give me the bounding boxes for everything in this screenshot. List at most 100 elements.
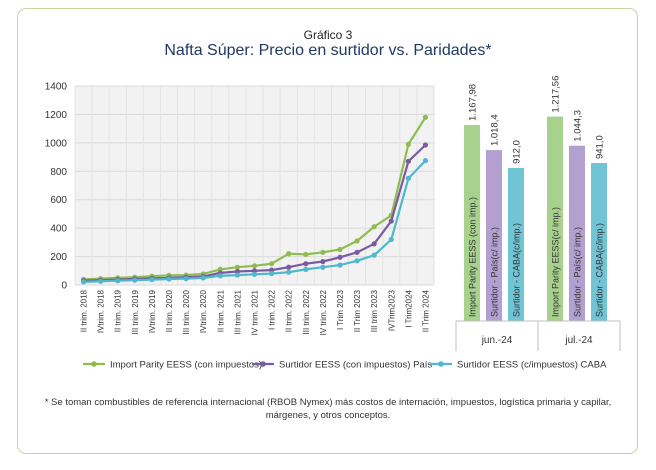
y-tick-label: 200 xyxy=(50,252,67,263)
data-point xyxy=(320,249,326,255)
data-point xyxy=(217,273,223,279)
x-tick-label: II trim. 2020 xyxy=(165,289,174,332)
x-tick-label: III trim. 2020 xyxy=(182,289,191,334)
data-point xyxy=(268,271,275,277)
y-tick-label: 1400 xyxy=(45,82,68,93)
data-point xyxy=(234,272,241,278)
x-tick-label: IV trim. 2021 xyxy=(251,289,260,335)
data-point xyxy=(200,275,206,281)
data-point xyxy=(286,269,292,275)
data-point xyxy=(354,249,360,255)
bar-value-label: 1.167,98 xyxy=(468,84,479,121)
data-point xyxy=(354,238,360,244)
data-point xyxy=(251,271,258,277)
figure-label: Gráfico 3 xyxy=(303,28,353,42)
data-point xyxy=(149,276,155,283)
data-point xyxy=(354,258,360,264)
data-point xyxy=(303,261,309,267)
footnote: * Se toman combustibles de referencia in… xyxy=(44,397,612,421)
line-plot: 0 200 400 600 800 1000 1200 1400 II trim. 2018 IV… xyxy=(45,82,435,335)
bar xyxy=(569,145,585,321)
data-point xyxy=(422,158,429,164)
bar-name-label: Import Parity EESS (con imp.) xyxy=(468,197,478,317)
data-point xyxy=(371,224,377,230)
y-tick-label: 800 xyxy=(50,167,67,178)
data-point xyxy=(388,218,394,224)
bar-group-label: jun.-24 xyxy=(481,335,513,346)
data-point xyxy=(217,266,223,272)
x-tick-label: II trim. 2022 xyxy=(285,289,294,332)
x-tick-label: IVTrim2023 xyxy=(387,289,396,331)
data-point xyxy=(98,278,104,284)
y-tick-label: 1000 xyxy=(45,138,68,149)
data-point xyxy=(337,262,343,268)
data-point xyxy=(286,251,292,257)
data-point xyxy=(251,263,258,269)
data-point xyxy=(183,276,189,282)
legend-label: Surtidor EESS (c/impuestos) CABA xyxy=(457,360,607,371)
x-tick-label: II trim. 2018 xyxy=(80,289,89,332)
x-tick-label: IVtrim. 2019 xyxy=(148,289,157,333)
x-tick-label: III trim. 2021 xyxy=(233,289,242,334)
x-tick-label: II Trim 2024 xyxy=(421,289,430,332)
data-point xyxy=(303,251,309,258)
bar-value-label: 912,0 xyxy=(512,140,523,164)
bar-name-label: Surtidor - País(c/ imp.) xyxy=(573,227,583,317)
bar-group-label: jul.-24 xyxy=(564,335,593,346)
legend-swatch-marker xyxy=(260,361,266,367)
data-point xyxy=(405,175,411,181)
series-3 xyxy=(80,158,429,285)
data-point xyxy=(234,268,241,275)
bar-plot: Import Parity EESS (con imp.) 1.167,98 Sur… xyxy=(455,76,621,351)
y-tick-label: 1200 xyxy=(45,110,68,121)
bar-value-label: 1.044,3 xyxy=(573,110,584,142)
bar xyxy=(464,124,480,321)
bar xyxy=(486,150,502,321)
data-point xyxy=(234,264,241,270)
y-tick-label: 600 xyxy=(50,195,67,206)
bar-value-label: 941,0 xyxy=(595,135,606,159)
data-point xyxy=(422,142,429,148)
bar-name-label: Surtidor - País(c/ imp.) xyxy=(490,227,500,317)
plot-area xyxy=(75,86,434,285)
x-tick-label: II trim. 2019 xyxy=(114,289,123,332)
bar-name-label: Surtidor - CABA(c/imp.) xyxy=(595,223,605,317)
bar-group-2: Import Parity EESS(c/ imp.) 1.217,56 Surti… xyxy=(547,76,607,346)
x-tick-label: III trim. 2019 xyxy=(131,289,140,334)
x-tick-label: III trim. 2022 xyxy=(302,289,311,334)
data-point xyxy=(337,246,343,253)
bar xyxy=(547,116,563,321)
x-tick-label: IVtrim. 2018 xyxy=(97,289,106,333)
data-point xyxy=(371,252,377,258)
data-point xyxy=(268,267,275,273)
data-point xyxy=(251,268,258,274)
data-point xyxy=(320,258,326,265)
series-1 xyxy=(80,114,429,282)
bar-name-label: Surtidor - CABA(c/imp.) xyxy=(512,223,522,317)
x-tick-label: II Trim 2023 xyxy=(353,289,362,332)
x-tick-label: I Trim 2023 xyxy=(336,289,345,330)
bar-value-label: 1.217,56 xyxy=(551,76,562,113)
legend-label: Import Parity EESS (con impuestos) xyxy=(110,360,262,371)
y-tick-label: 400 xyxy=(50,224,67,235)
x-tick-label: I trim. 2022 xyxy=(268,289,277,330)
bar-group-1: Import Parity EESS (con imp.) 1.167,98 Sur… xyxy=(464,84,524,346)
data-point xyxy=(388,236,394,243)
chart-title: Nafta Súper: Precio en surtidor vs. Pari… xyxy=(164,42,492,59)
x-tick-label: I Trim2024 xyxy=(404,289,413,327)
legend-label: Surtidor EESS (con impuestos) País xyxy=(279,360,432,371)
bar xyxy=(591,163,607,321)
bar xyxy=(508,167,524,321)
data-point xyxy=(337,254,343,260)
data-point xyxy=(166,276,172,282)
legend-swatch-marker xyxy=(438,361,444,367)
data-point xyxy=(422,114,429,120)
data-point xyxy=(268,261,275,267)
x-tick-label: II trim. 2021 xyxy=(216,289,225,332)
data-point xyxy=(405,158,411,164)
x-tick-label: III trim 2023 xyxy=(370,289,379,332)
bar-name-label: Import Parity EESS(c/ imp.) xyxy=(551,207,561,317)
x-tick-label: IVtrim. 2020 xyxy=(199,289,208,333)
data-point xyxy=(303,266,309,272)
